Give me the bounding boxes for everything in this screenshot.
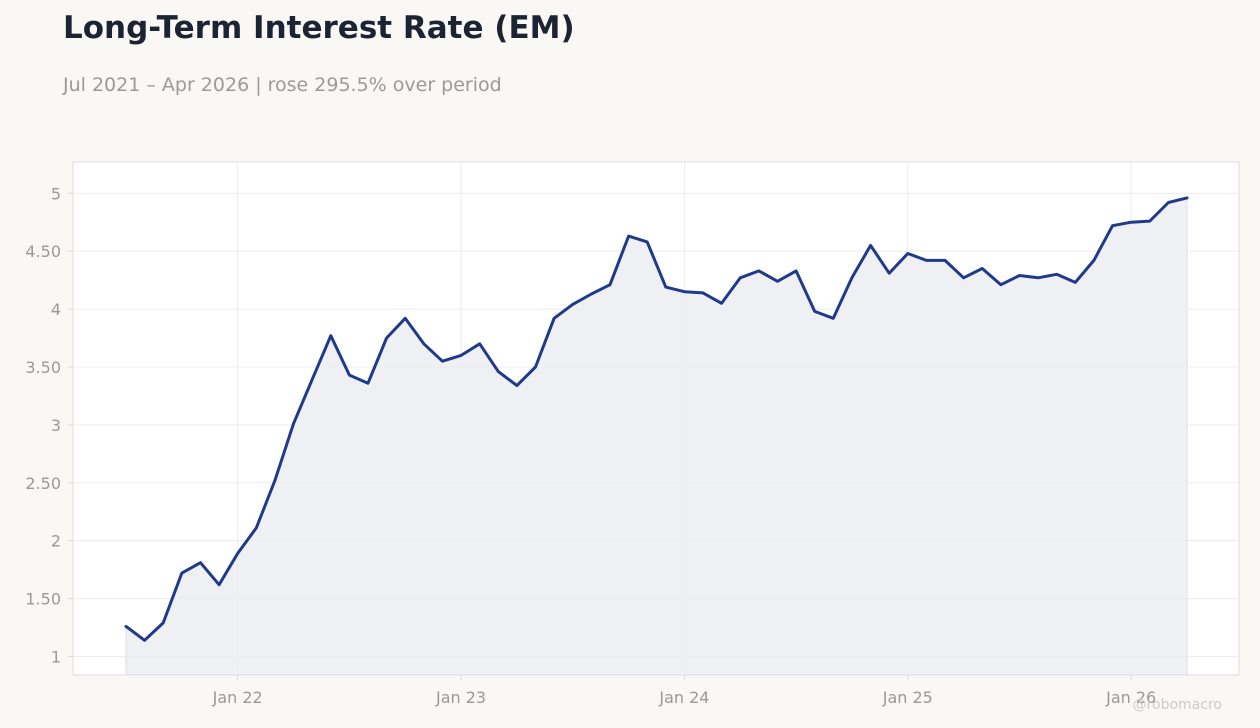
y-tick-label: 2.50 [25,474,61,493]
x-tick-label: Jan 25 [882,688,933,707]
chart-title: Long-Term Interest Rate (EM) [63,10,575,46]
x-tick-label: Jan 23 [435,688,486,707]
y-tick-label: 4 [51,300,61,319]
y-tick-label: 4.50 [25,242,61,261]
y-tick-label: 5 [51,184,61,203]
y-tick-label: 1 [51,647,61,666]
y-tick-label: 1.50 [25,590,61,609]
watermark: @robomacro [1132,697,1222,713]
x-tick-label: Jan 22 [212,688,263,707]
series-line [124,196,1189,642]
x-tick-label: Jan 24 [658,688,709,707]
chart-subtitle: Jul 2021 – Apr 2026 | rose 295.5% over p… [63,74,502,96]
y-tick-label: 2 [51,532,61,551]
y-tick-label: 3.50 [25,358,61,377]
y-tick-label: 3 [51,416,61,435]
x-tick-label: Jan 26 [1105,688,1156,707]
y-axis: 1 1.50 2 2.50 3 3.50 4 4.50 5 [25,184,73,666]
x-axis: Jan 22 Jan 23 Jan 24 Jan 25 Jan 26 [212,675,1156,707]
